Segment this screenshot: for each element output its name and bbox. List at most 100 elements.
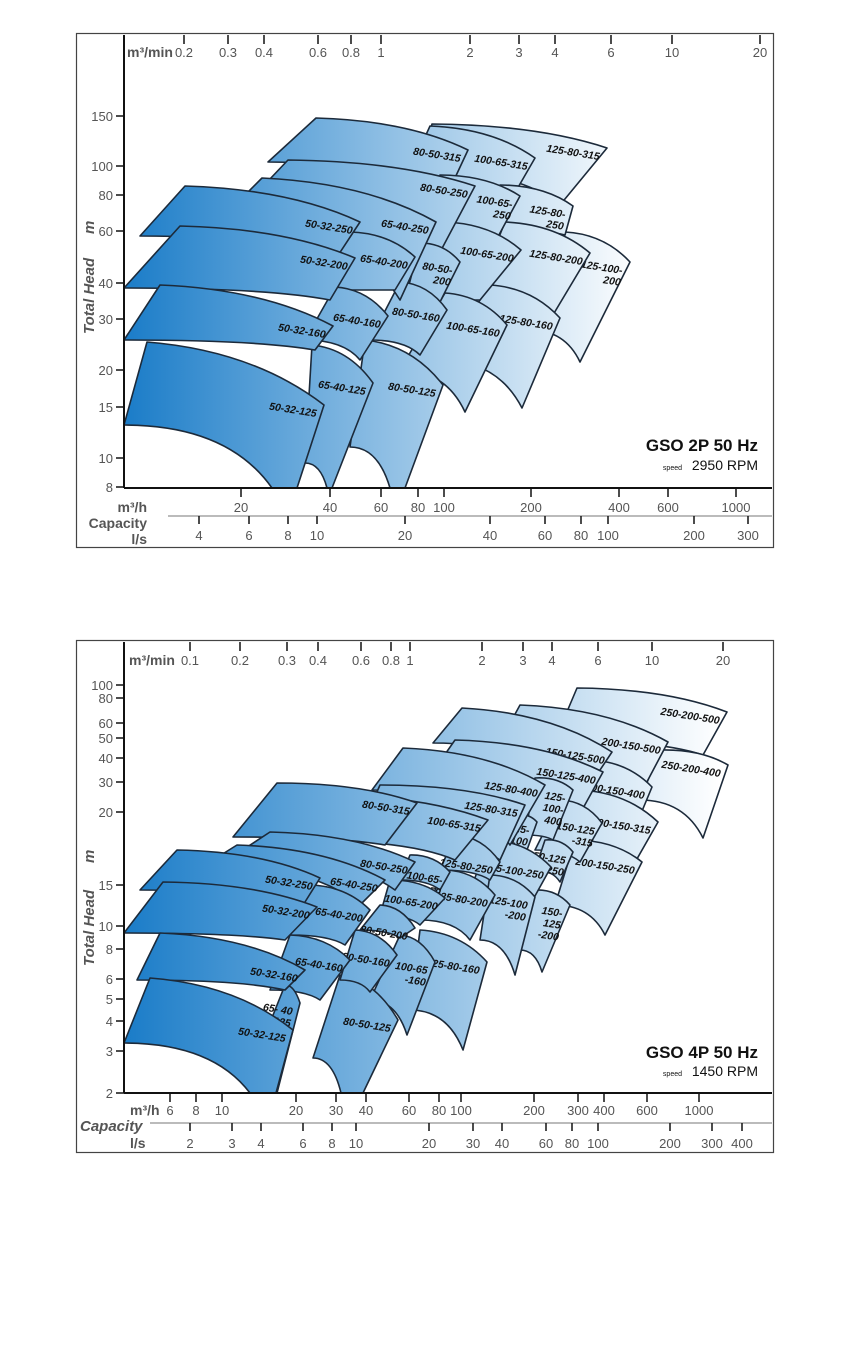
pump-region-50-32-160[interactable]: 50-32-160 <box>123 284 334 351</box>
top-axis-tick-label: 10 <box>665 45 679 60</box>
speed-value: 1450 RPM <box>692 1063 758 1079</box>
region-shape <box>289 884 371 946</box>
region-layer: 250-200-500250-200-400200-150-500200-150… <box>123 687 729 1094</box>
region-shape <box>369 281 448 356</box>
pump-region-50-32-200[interactable]: 50-32-200 <box>123 881 318 941</box>
pump-region-125-100-200[interactable]: 125-100-200 <box>479 874 536 976</box>
ls-unit-label: l/s <box>130 1135 146 1151</box>
region-shape <box>136 932 306 991</box>
region-shape <box>479 874 536 976</box>
pump-region-150-125-200[interactable]: 150-125-200 <box>519 889 571 973</box>
top-axis-tick-label: 2 <box>466 45 473 60</box>
ls-axis-tick-label: 10 <box>349 1136 363 1151</box>
tick-layer: 0.1 0.2 0.3 0.4 0.6 0.8 1 2 3 4 6 10 20 6 8 10 20 30 40 60 8… <box>91 642 753 1151</box>
y-axis-tick-label: 5 <box>106 992 113 1007</box>
speed-label: speed <box>663 1071 682 1078</box>
m3h-axis-tick-label: 1000 <box>685 1103 714 1118</box>
capacity-label: Capacity <box>89 515 148 531</box>
m3h-axis-tick-label: 80 <box>432 1103 446 1118</box>
chart-gso-4p: 250-200-500250-200-400200-150-500200-150… <box>75 639 775 1154</box>
region-label: 125-100-400 <box>540 790 567 829</box>
pump-region-80-50-160[interactable]: 80-50-160 <box>369 281 448 356</box>
y-axis-tick-label: 80 <box>99 188 113 203</box>
m3h-axis-tick-label: 20 <box>234 500 248 515</box>
y-axis-unit: m <box>81 221 98 234</box>
m3h-axis-tick-label: 40 <box>359 1103 373 1118</box>
top-axis-tick-label: 0.2 <box>175 45 193 60</box>
pump-region-50-32-125[interactable]: 50-32-125 <box>123 341 325 489</box>
y-axis-tick-label: 10 <box>99 451 113 466</box>
y-axis-tick-label: 80 <box>99 691 113 706</box>
ls-axis-tick-label: 80 <box>565 1136 579 1151</box>
ls-axis-tick-label: 30 <box>466 1136 480 1151</box>
region-label: 125-80-250 <box>527 203 567 232</box>
y-axis-tick-label: 2 <box>106 1086 113 1101</box>
y-axis-tick-label: 60 <box>99 716 113 731</box>
y-axis-tick-label: 8 <box>106 480 113 495</box>
y-axis-tick-label: 3 <box>106 1044 113 1059</box>
y-axis-tick-label: 6 <box>106 972 113 987</box>
top-axis-tick-label: 0.8 <box>382 653 400 668</box>
region-shape <box>339 929 398 993</box>
top-axis-tick-label: 3 <box>519 653 526 668</box>
region-label: 150-125-315 <box>554 820 596 850</box>
region-shape <box>123 284 334 351</box>
top-axis-tick-label: 6 <box>594 653 601 668</box>
top-axis-tick-label: 0.8 <box>342 45 360 60</box>
top-axis-tick-label: 2 <box>478 653 485 668</box>
region-label: 100-65-250 <box>474 193 514 222</box>
pump-region-80-50-315[interactable]: 80-50-315 <box>232 782 418 846</box>
m3h-axis-tick-label: 60 <box>374 500 388 515</box>
pump-region-65-40-160[interactable]: 65-40-160 <box>304 286 389 361</box>
m3h-axis-tick-label: 1000 <box>722 500 751 515</box>
ls-axis-tick-label: 80 <box>574 528 588 543</box>
m3h-axis-tick-label: 40 <box>323 500 337 515</box>
capacity-label: Capacity <box>80 1118 143 1135</box>
ls-axis-tick-label: 8 <box>328 1136 335 1151</box>
m3h-axis-tick-label: 300 <box>567 1103 589 1118</box>
top-axis-tick-label: 0.4 <box>255 45 273 60</box>
ls-axis-tick-label: 200 <box>659 1136 681 1151</box>
y-axis-tick-label: 20 <box>99 805 113 820</box>
ls-axis-tick-label: 40 <box>483 528 497 543</box>
top-axis-tick-label: 20 <box>753 45 767 60</box>
m3h-axis-tick-label: 6 <box>166 1103 173 1118</box>
ls-axis-tick-label: 4 <box>195 528 202 543</box>
y-axis-tick-label: 100 <box>91 678 113 693</box>
chart-frame <box>75 32 775 549</box>
ls-axis-tick-label: 6 <box>299 1136 306 1151</box>
ls-axis-tick-label: 300 <box>737 528 759 543</box>
ls-axis-tick-label: 100 <box>587 1136 609 1151</box>
y-axis-tick-label: 30 <box>99 775 113 790</box>
pump-region-100-65-160[interactable]: 100-65-160 <box>399 292 508 413</box>
region-label: 125-100-200 <box>487 894 529 924</box>
ls-axis-tick-label: 60 <box>539 1136 553 1151</box>
ls-axis-tick-label: 40 <box>495 1136 509 1151</box>
m3h-axis-tick-label: 10 <box>215 1103 229 1118</box>
region-label: 150-125-200 <box>537 905 564 944</box>
m3h-axis-tick-label: 60 <box>402 1103 416 1118</box>
ls-axis-tick-label: 200 <box>683 528 705 543</box>
top-axis-tick-label: 0.6 <box>352 653 370 668</box>
top-axis-tick-label: 0.6 <box>309 45 327 60</box>
m3h-unit-label: m³/h <box>117 499 147 515</box>
m3h-unit-label: m³/h <box>130 1102 160 1118</box>
y-axis-tick-label: 15 <box>99 878 113 893</box>
tick-layer: 0.2 0.3 0.4 0.6 0.8 1 2 3 4 6 10 20 20 40 60 80 100 200 40… <box>91 35 767 543</box>
y-axis-tick-label: 40 <box>99 276 113 291</box>
y-axis-tick-label: 8 <box>106 942 113 957</box>
chart-title: GSO 2P 50 Hz <box>646 436 758 455</box>
top-axis-tick-label: 4 <box>548 653 555 668</box>
pump-region-250-200-400[interactable]: 250-200-400 <box>639 749 729 839</box>
m3h-axis-tick-label: 30 <box>329 1103 343 1118</box>
ls-unit-label: l/s <box>131 531 147 547</box>
chart-gso-2p: 125-80-315100-65-31580-50-315125-100-200… <box>75 32 775 549</box>
pump-region-50-32-125[interactable]: 50-32-125 <box>123 977 294 1094</box>
pump-region-65-40-200[interactable]: 65-40-200 <box>289 884 371 946</box>
pump-region-50-32-160[interactable]: 50-32-160 <box>136 932 306 991</box>
pump-region-80-50-160[interactable]: 80-50-160 <box>339 929 398 993</box>
region-shape <box>519 889 571 973</box>
y-axis-tick-label: 40 <box>99 751 113 766</box>
ls-axis-tick-label: 300 <box>701 1136 723 1151</box>
